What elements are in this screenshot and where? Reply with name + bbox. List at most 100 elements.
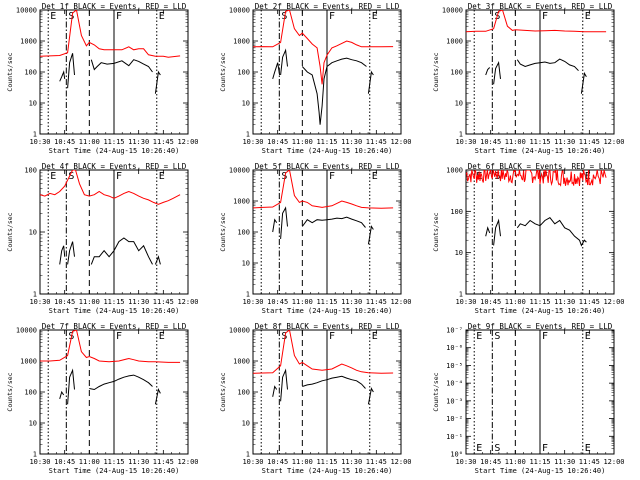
x-tick-label: 11:30 (128, 298, 149, 306)
x-tick-label: 11:45 (579, 138, 600, 146)
x-tick-label: 11:30 (341, 298, 362, 306)
y-tick-label: 100 (237, 69, 250, 77)
x-tick-label: 11:00 (505, 138, 526, 146)
events-series-line (301, 216, 366, 228)
events-series-line (89, 374, 153, 391)
panel-title: Det 4f BLACK = Events, RED = LLD (42, 162, 187, 171)
events-series-line (301, 57, 367, 125)
y-tick-label: 1000 (20, 358, 37, 366)
y-tick-label: 10000 (16, 327, 37, 335)
lld-series-line (466, 170, 607, 187)
x-tick-label: 11:45 (579, 458, 600, 466)
x-tick-label: 11:30 (554, 138, 575, 146)
y-tick-label: 10000 (229, 327, 250, 335)
y-tick-label: 10000 (229, 167, 250, 175)
time-marker-label: S (68, 11, 74, 22)
events-series-line (485, 226, 491, 237)
y-axis-label: Counts/sec (432, 212, 440, 251)
events-series-line (59, 390, 65, 400)
x-axis-label: Start Time (24-Aug-15 10:26:40) (262, 467, 393, 475)
time-marker-label: S (494, 331, 500, 342)
panel-title: Det 2f BLACK = Events, RED = LLD (255, 2, 400, 11)
x-tick-label: 12:00 (390, 298, 411, 306)
x-tick-label: 11:15 (529, 458, 550, 466)
x-axis-label: Start Time (24-Aug-15 10:26:40) (262, 147, 393, 155)
events-series-line (280, 48, 288, 76)
events-series-line (367, 387, 374, 405)
y-tick-label: 100 (237, 229, 250, 237)
time-marker-label: F (542, 331, 548, 342)
events-series-line (67, 53, 75, 89)
y-axis-label: Counts/sec (6, 212, 14, 251)
events-series-line (367, 225, 374, 245)
y-tick-label: 10 (242, 420, 250, 428)
x-tick-label: 10:30 (455, 298, 476, 306)
events-series-line (493, 61, 501, 85)
lld-series-line (253, 330, 394, 374)
y-tick-label: 1000 (233, 38, 250, 46)
y-tick-label: 1 (246, 291, 250, 299)
time-marker-label: F (116, 11, 122, 22)
y-axis-label: Counts/sec (219, 52, 227, 91)
x-tick-label: 11:45 (366, 138, 387, 146)
lld-series-line (253, 170, 394, 209)
time-marker-label: F (329, 331, 335, 342)
time-marker-label: F (116, 171, 122, 182)
panel-title: Det 6f BLACK = Events, RED = LLD (468, 162, 613, 171)
events-series-line (272, 218, 278, 233)
panel-det-5: Det 5f BLACK = Events, RED = LLD Counts/s… (219, 162, 412, 315)
x-tick-label: 11:30 (341, 458, 362, 466)
events-series-line (280, 206, 288, 239)
x-tick-label: 12:00 (603, 298, 624, 306)
y-tick-label: 1000 (233, 358, 250, 366)
y-axis-label: Counts/sec (6, 52, 14, 91)
panel-det-9: Det 9f BLACK = Events, RED = LLD Counts/s… (432, 322, 625, 475)
events-series-line (90, 237, 153, 265)
time-marker-label: S (68, 171, 74, 182)
panel-title: Det 9f BLACK = Events, RED = LLD (468, 322, 613, 331)
y-tick-label: 1 (33, 131, 37, 139)
lld-series-line (466, 10, 607, 33)
time-marker-label: F (542, 443, 548, 454)
y-tick-label: 10⁻³ (446, 397, 463, 405)
x-tick-label: 10:30 (29, 298, 50, 306)
x-tick-label: 11:00 (79, 458, 100, 466)
y-tick-label: 10 (242, 100, 250, 108)
y-tick-label: 100 (24, 69, 37, 77)
y-tick-label: 10⁻⁶ (446, 344, 463, 352)
time-marker-label: E (476, 443, 482, 454)
time-marker-label: F (542, 11, 548, 22)
panel-det-2: Det 2f BLACK = Events, RED = LLD Counts/s… (219, 2, 412, 155)
x-tick-label: 11:00 (79, 298, 100, 306)
y-tick-label: 10⁻⁵ (446, 362, 463, 370)
events-series-line (516, 217, 587, 247)
time-marker-label: E (372, 11, 378, 22)
x-tick-label: 11:45 (579, 298, 600, 306)
x-tick-label: 10:45 (54, 138, 75, 146)
y-tick-label: 1 (33, 451, 37, 459)
panel-title: Det 1f BLACK = Events, RED = LLD (42, 2, 187, 11)
y-tick-label: 10⁻¹ (446, 433, 463, 441)
x-tick-label: 11:15 (316, 138, 337, 146)
y-tick-label: 100 (24, 389, 37, 397)
events-series-line (59, 245, 66, 265)
events-series-line (154, 255, 161, 265)
y-tick-label: 10⁰ (450, 451, 463, 459)
time-marker-label: E (476, 331, 482, 342)
x-tick-label: 10:45 (267, 458, 288, 466)
y-axis-label: Counts/sec (219, 212, 227, 251)
x-tick-label: 11:00 (292, 458, 313, 466)
y-tick-label: 100 (450, 208, 463, 216)
y-tick-label: 1 (246, 451, 250, 459)
y-tick-label: 1000 (20, 38, 37, 46)
time-marker-label: E (372, 171, 378, 182)
events-series-line (272, 385, 278, 397)
x-tick-label: 10:45 (54, 298, 75, 306)
x-tick-label: 11:00 (505, 458, 526, 466)
x-tick-label: 11:45 (153, 138, 174, 146)
y-tick-label: 1 (459, 131, 463, 139)
y-tick-label: 10⁻² (446, 415, 463, 423)
x-tick-label: 11:15 (103, 458, 124, 466)
time-marker-label: E (585, 331, 591, 342)
time-marker-label: E (50, 11, 56, 22)
